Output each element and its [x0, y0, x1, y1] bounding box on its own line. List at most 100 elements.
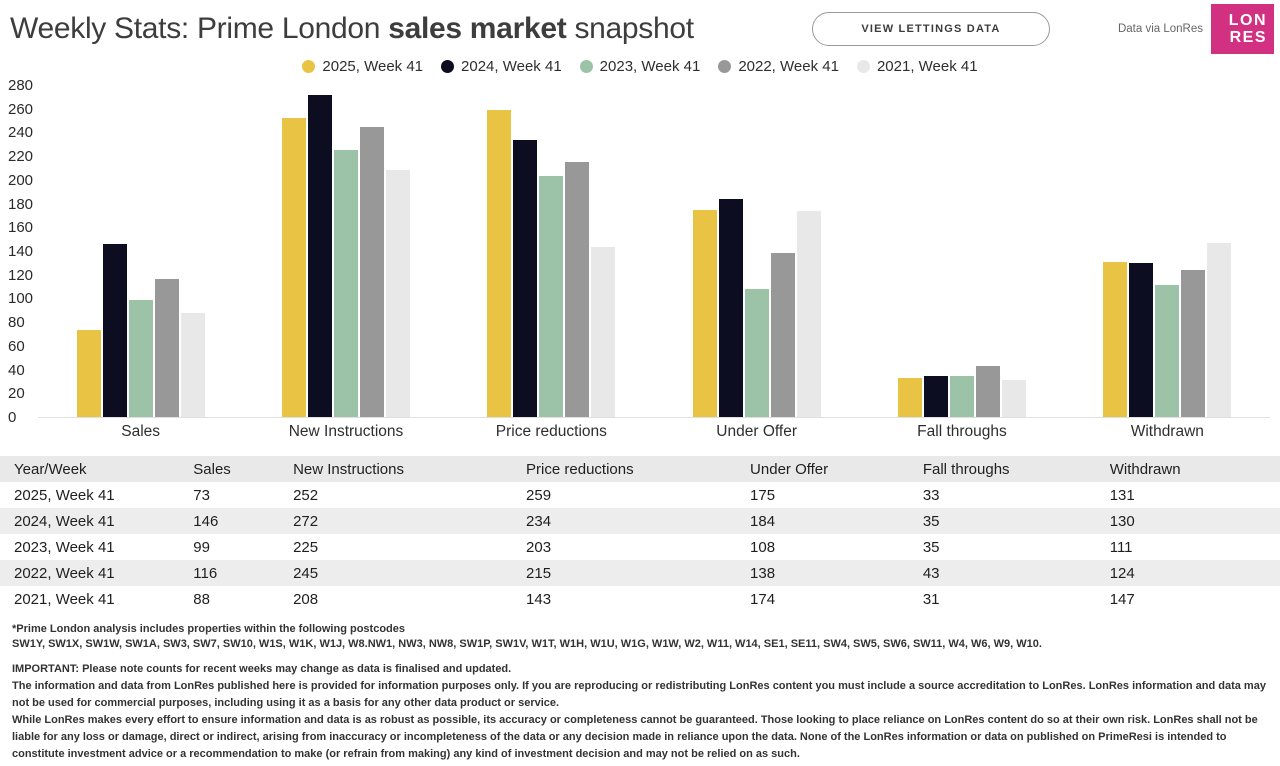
- chart-bar: [1001, 380, 1026, 417]
- table-cell: 108: [750, 538, 776, 556]
- table-cell: 131: [1109, 486, 1135, 504]
- y-axis-tick-40: 40: [8, 361, 25, 379]
- footnote-postcodes-intro: *Prime London analysis includes properti…: [12, 623, 405, 635]
- view-lettings-data-button[interactable]: VIEW LETTINGS DATA: [811, 12, 1050, 46]
- bar-group-fall-throughs: [859, 86, 1064, 417]
- disclaimer-liability: While LonRes makes every effort to ensur…: [12, 714, 1258, 760]
- chart-bar: [1129, 262, 1154, 417]
- bar-group-under-offer: [654, 86, 859, 417]
- footnotes: *Prime London analysis includes properti…: [12, 622, 1266, 652]
- chart-bar: [128, 299, 153, 417]
- legend-item-202441: 2024, Week 41: [441, 58, 562, 75]
- chart-bar: [975, 366, 1000, 417]
- chart-bar: [897, 377, 922, 417]
- y-axis-tick-180: 180: [8, 195, 34, 213]
- chart-bar: [692, 209, 717, 417]
- y-axis: 280 260 240 220 200 180 160 140 120 100 80 60 40 20 0: [8, 77, 38, 426]
- table-cell: 252: [293, 486, 319, 504]
- legend-label: 2022, Week 41: [738, 57, 839, 75]
- legend-item-202541: 2025, Week 41: [302, 58, 423, 75]
- legend-label: 2025, Week 41: [322, 57, 424, 75]
- table-row: 2024, Week 41 146 272 234 184 35 130: [0, 508, 1280, 534]
- legend-label: 2024, Week 41: [461, 57, 562, 75]
- y-axis-tick-160: 160: [8, 219, 34, 237]
- chart-bar: [770, 253, 795, 417]
- chart-bar: [333, 150, 358, 417]
- x-axis-category-labels: Sales New Instructions Price reductions Und…: [38, 423, 1270, 441]
- plot-area: [38, 86, 1270, 418]
- table-cell: 73: [193, 486, 210, 504]
- category-label: Fall throughs: [917, 423, 1007, 440]
- chart-bar: [385, 170, 410, 417]
- legend-item-202241: 2022, Week 41: [718, 58, 839, 75]
- table-cell: 2025, Week 41: [14, 486, 115, 504]
- table-column-header: Year/Week: [14, 460, 87, 478]
- table-row: 2021, Week 41 88 208 143 174 31 147: [0, 586, 1280, 612]
- table-cell: 175: [750, 486, 776, 504]
- chart-bar: [359, 126, 384, 417]
- table-column-header: Withdrawn: [1109, 460, 1181, 478]
- y-axis-tick-280: 280: [8, 77, 34, 94]
- table-cell: 124: [1109, 564, 1135, 582]
- table-cell: 146: [193, 512, 219, 530]
- chart-bar: [180, 312, 205, 417]
- category-label: Sales: [121, 423, 161, 440]
- chart-bar: [513, 139, 538, 417]
- table-cell: 138: [750, 564, 776, 582]
- table-cell: 31: [922, 590, 940, 608]
- disclaimers: IMPORTANT: Please note counts for recent…: [12, 661, 1266, 763]
- legend-label: 2023, Week 41: [599, 57, 701, 75]
- chart-bar: [565, 162, 590, 417]
- table-row: 2025, Week 41 73 252 259 175 33 131: [0, 482, 1280, 508]
- table-row: 2023, Week 41 99 225 203 108 35 111: [0, 534, 1280, 560]
- chart-bar: [1155, 285, 1180, 417]
- chart-bar: [102, 243, 127, 417]
- table-cell: 203: [526, 538, 552, 556]
- category-label: Price reductions: [495, 423, 607, 440]
- table-column-header: Under Offer: [750, 460, 829, 478]
- table-row: 2022, Week 41 116 245 215 138 43 124: [0, 560, 1280, 586]
- table-cell: 43: [922, 564, 940, 582]
- y-axis-tick-240: 240: [8, 124, 34, 142]
- y-axis-tick-220: 220: [8, 148, 34, 166]
- table-cell: 33: [922, 486, 940, 504]
- table-cell: 99: [193, 538, 210, 556]
- page-title: Weekly Stats: Prime London sales market …: [10, 12, 694, 46]
- table-column-header: Fall throughs: [922, 460, 1010, 478]
- disclaimer-important: IMPORTANT: Please note counts for recent…: [12, 663, 512, 675]
- table-cell: 225: [293, 538, 319, 556]
- footer: *Prime London analysis includes properti…: [0, 612, 1280, 763]
- chart-bar: [281, 118, 306, 417]
- chart-bar: [307, 94, 332, 417]
- title-emphasis: sales market: [388, 12, 567, 45]
- chart-bar: [539, 176, 564, 417]
- table-column-header: Sales: [193, 460, 231, 478]
- table-cell: 234: [526, 512, 552, 530]
- chart-bar: [923, 375, 948, 417]
- legend-label: 2021, Week 41: [876, 57, 978, 75]
- y-axis-tick-80: 80: [8, 314, 25, 332]
- table-cell: 272: [293, 512, 319, 530]
- legend-dot-icon: [302, 59, 316, 73]
- table-cell: 245: [293, 564, 319, 582]
- legend-dot-icon: [718, 59, 732, 73]
- table-cell: 2022, Week 41: [14, 564, 115, 582]
- y-axis-tick-200: 200: [8, 171, 34, 189]
- y-axis-tick-60: 60: [8, 337, 25, 355]
- table-header-row: Year/Week Sales New Instructions Price redu…: [0, 456, 1280, 482]
- y-axis-tick-0: 0: [8, 409, 17, 426]
- chart-bar: [591, 247, 616, 417]
- table-cell: 208: [293, 590, 319, 608]
- title-suffix: snapshot: [566, 12, 694, 45]
- category-label: New Instructions: [288, 423, 404, 440]
- table-cell: 111: [1109, 538, 1133, 556]
- chart-legend: 2025, Week 41 2024, Week 41 2023, Week 41 2…: [0, 56, 1280, 76]
- y-axis-tick-260: 260: [8, 100, 34, 118]
- table-cell: 259: [526, 486, 552, 504]
- bar-group-price-reductions: [449, 86, 654, 417]
- legend-dot-icon: [856, 59, 870, 73]
- lonres-logo-line1: LON: [1228, 12, 1267, 29]
- chart-bar: [1181, 269, 1206, 417]
- title-prefix: Weekly Stats: Prime London: [10, 12, 389, 45]
- chart-bar: [796, 210, 821, 417]
